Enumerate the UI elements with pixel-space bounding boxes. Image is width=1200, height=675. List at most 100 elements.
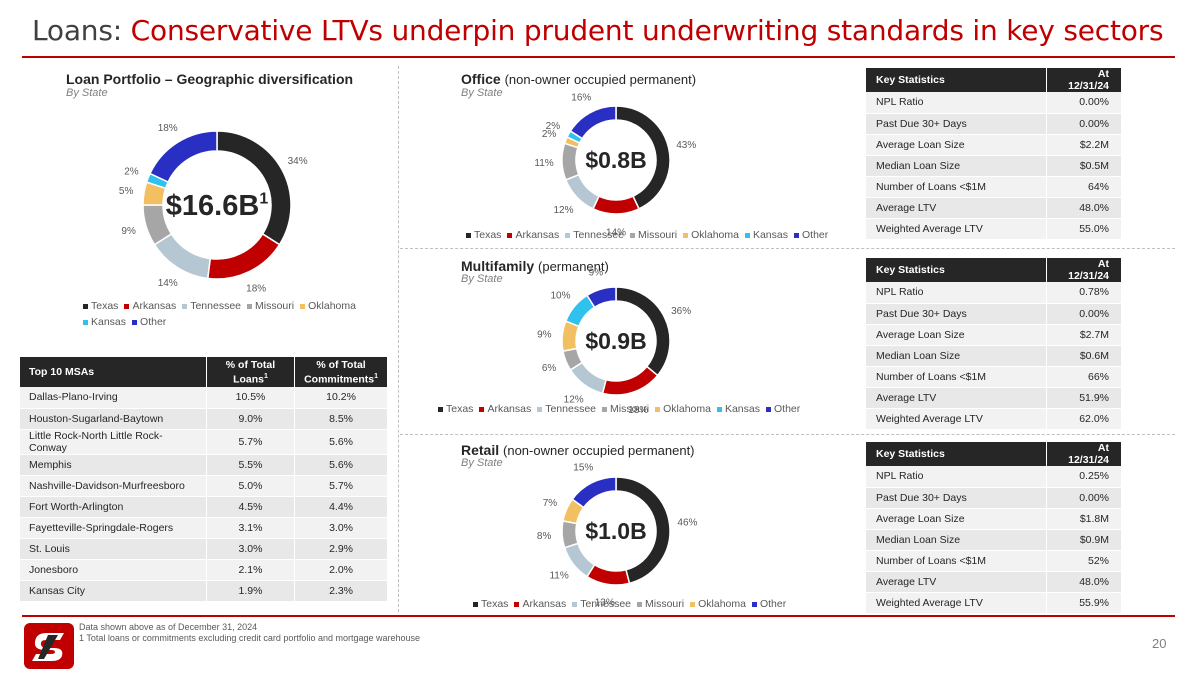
key-stats-header-date: At 12/31/24 [1046,68,1122,92]
retail-slice-tennessee [563,542,596,578]
msa-loans-cell: 5.5% [206,454,296,476]
key-stats-value: 51.9% [1046,387,1122,409]
legend-swatch-icon [683,232,689,238]
portfolio-center-total: $16.6B1 [166,190,269,222]
key-stats-label: Average LTV [866,387,1047,409]
office-key-statistics-table: Key Statistics At 12/31/24 NPL Ratio 0.00% P… [866,68,1122,240]
key-stats-header-label: Key Statistics [866,68,1047,92]
legend-label: Missouri [255,300,295,312]
portfolio-label-missouri: 9% [121,226,136,237]
key-stats-label: NPL Ratio [866,466,1047,488]
msa-table-header: Top 10 MSAs % of Total Loans1 % of Total… [20,357,388,387]
key-stats-row-number-of-loans-1m: Number of Loans <$1M 66% [866,366,1122,388]
msa-name-cell: Fayetteville-Springdale-Rogers [20,517,207,539]
portfolio-legend-item-texas: Texas [83,298,118,314]
key-stats-value: 0.78% [1046,282,1122,304]
legend-label: Oklahoma [663,403,711,415]
key-stats-header-label: Key Statistics [866,442,1047,466]
key-stats-label: Number of Loans <$1M [866,550,1047,572]
office-label-other: 16% [571,92,591,103]
portfolio-label-texas: 34% [288,156,308,167]
legend-swatch-icon [602,406,608,412]
key-stats-row-average-ltv: Average LTV 48.0% [866,571,1122,593]
multifamily-label-oklahoma: 9% [537,330,552,341]
retail-title: Retail (non-owner occupied permanent) [461,442,695,458]
retail-legend-item-missouri: Missouri [637,598,684,610]
multifamily-legend: Texas Arkansas Tennessee Missouri Oklahoma Ka… [438,403,806,415]
portfolio-legend-item-kansas: Kansas [83,314,126,330]
msa-name-cell: Memphis [20,454,207,476]
multifamily-subtitle: By State [461,273,503,285]
portfolio-label-kansas: 2% [124,167,139,178]
key-stats-value: $0.9M [1046,529,1122,551]
multifamily-legend-item-other: Other [766,403,800,415]
legend-swatch-icon [83,303,88,309]
table-row: Fayetteville-Springdale-Rogers 3.1% 3.0% [20,517,388,539]
multifamily-legend-item-arkansas: Arkansas [479,403,531,415]
key-stats-label: NPL Ratio [866,92,1047,114]
key-stats-value: 48.0% [1046,197,1122,219]
office-legend-item-texas: Texas [466,229,501,241]
key-stats-row-weighted-average-ltv: Weighted Average LTV 55.0% [866,218,1122,240]
key-stats-label: NPL Ratio [866,282,1047,304]
portfolio-legend-item-missouri: Missouri [247,298,294,314]
legend-label: Kansas [752,229,788,241]
portfolio-subtitle: By State [66,87,108,99]
legend-label: Other [774,403,801,415]
top-msa-table: Top 10 MSAs % of Total Loans1 % of Total… [20,357,388,602]
page-number: 20 [1152,636,1167,651]
office-subtitle: By State [461,87,503,99]
key-stats-label: Weighted Average LTV [866,592,1047,614]
legend-swatch-icon [637,601,643,607]
office-label-tennessee: 12% [554,205,574,216]
table-row: Nashville-Davidson-Murfreesboro 5.0% 5.7% [20,475,388,497]
legend-swatch-icon [182,303,188,309]
office-legend-item-missouri: Missouri [630,229,677,241]
portfolio-legend-item-arkansas: Arkansas [124,298,176,314]
office-legend-item-oklahoma: Oklahoma [683,229,739,241]
legend-swatch-icon [537,406,543,412]
legend-label: Missouri [610,403,650,415]
multifamily-key-statistics-table: Key Statistics At 12/31/24 NPL Ratio 0.78% P… [866,258,1122,430]
key-stats-row-weighted-average-ltv: Weighted Average LTV 55.9% [866,592,1122,614]
key-stats-label: Average Loan Size [866,508,1047,530]
legend-label: Kansas [724,403,760,415]
portfolio-label-oklahoma: 5% [119,186,134,197]
key-stats-row-median-loan-size: Median Loan Size $0.9M [866,529,1122,551]
legend-label: Arkansas [132,300,177,312]
table-row: Houston-Sugarland-Baytown 9.0% 8.5% [20,408,388,430]
multifamily-label-other: 9% [589,267,604,278]
msa-name-cell: Little Rock-North Little Rock-Conway [20,429,207,455]
legend-swatch-icon [630,232,636,238]
footnote: Data shown above as of December 31, 2024… [79,622,420,644]
key-stats-row-median-loan-size: Median Loan Size $0.5M [866,155,1122,177]
office-legend: Texas Arkansas Tennessee Missouri Oklahoma Ka… [466,229,834,241]
legend-label: Texas [481,598,509,610]
table-row: St. Louis 3.0% 2.9% [20,538,388,560]
office-slice-missouri [561,142,580,181]
office-legend-item-tennessee: Tennessee [565,229,624,241]
office-label-missouri: 11% [534,158,553,169]
key-stats-row-npl-ratio: NPL Ratio 0.00% [866,92,1122,114]
portfolio-slice-tennessee [153,232,212,280]
legend-swatch-icon [766,406,771,412]
portfolio-legend-item-tennessee: Tennessee [182,298,241,314]
legend-swatch-icon [124,303,130,309]
key-stats-label: Past Due 30+ Days [866,113,1047,135]
office-label-arkansas: 14% [606,228,626,239]
msa-loans-cell: 10.5% [206,387,296,409]
msa-loans-cell: 5.0% [206,475,296,497]
legend-label: Arkansas [487,403,532,415]
retail-legend-item-texas: Texas [473,598,508,610]
key-stats-value: 48.0% [1046,571,1122,593]
key-stats-header: Key Statistics At 12/31/24 [866,68,1122,92]
key-stats-header-label: Key Statistics [866,258,1047,282]
msa-loans-cell: 1.9% [206,580,296,602]
key-stats-value: 0.25% [1046,466,1122,488]
key-stats-row-npl-ratio: NPL Ratio 0.78% [866,282,1122,304]
multifamily-label-arkansas: 18% [628,405,648,416]
key-stats-value: 62.0% [1046,408,1122,430]
msa-header-commitments: % of Total Commitments1 [294,357,388,387]
page-title-main: Conservative LTVs underpin prudent under… [130,14,1164,47]
portfolio-slice-texas [216,130,292,246]
